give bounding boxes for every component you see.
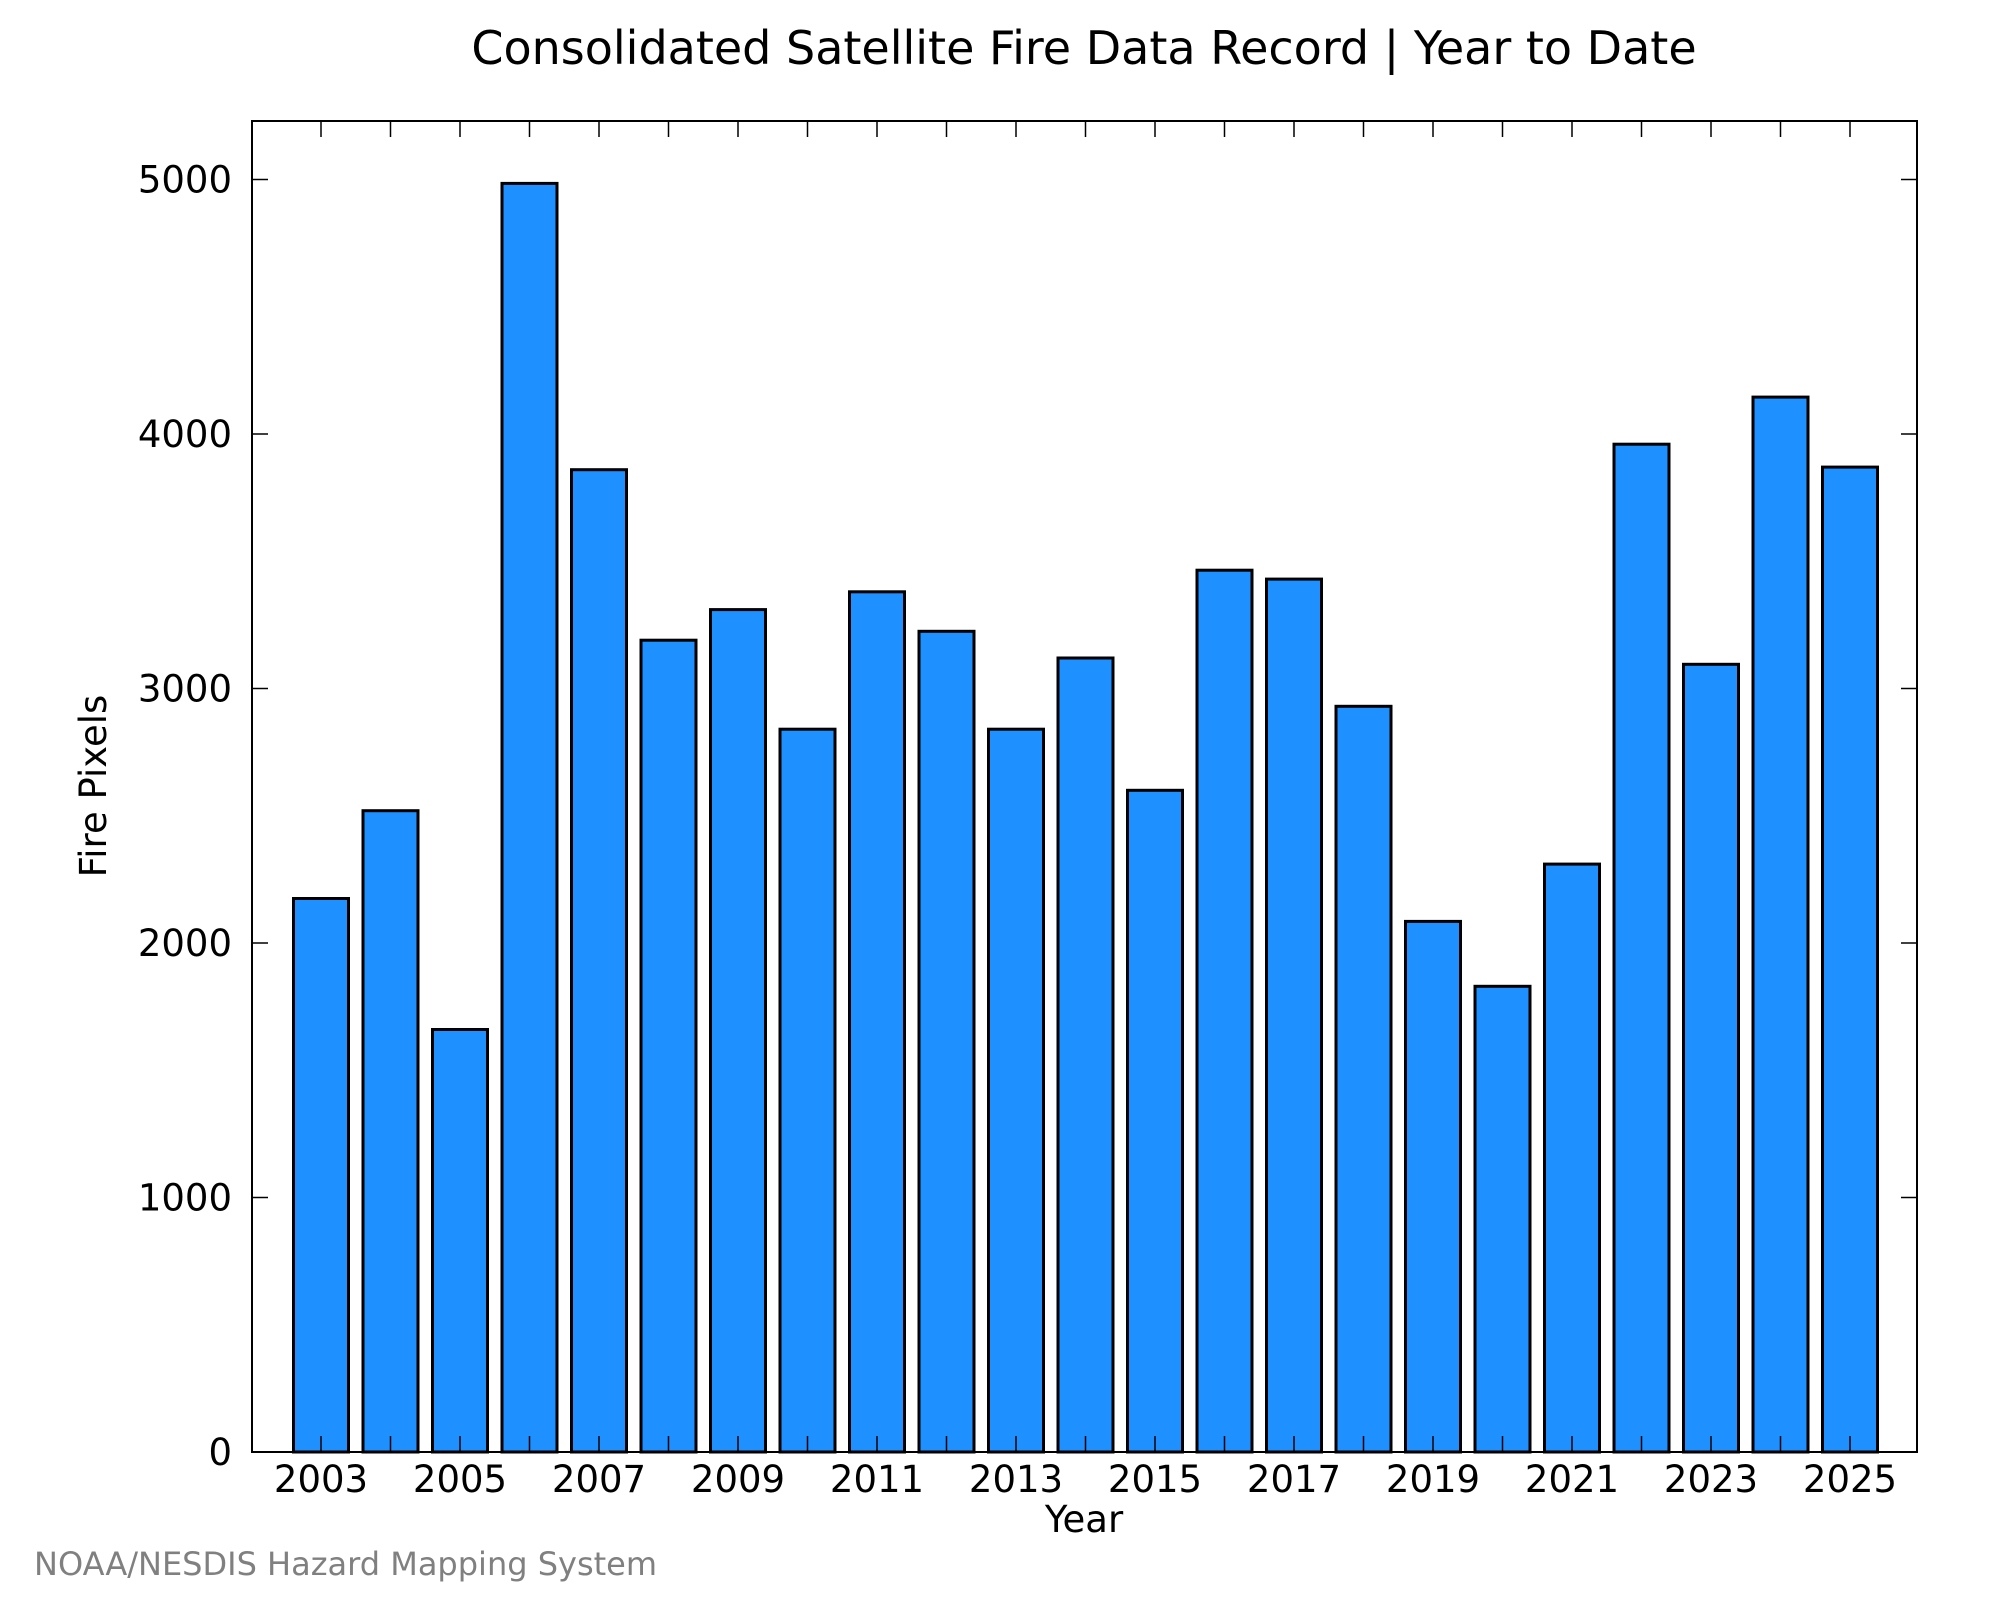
bar-2013 <box>987 727 1045 1454</box>
x-tick-label: 2025 <box>1803 1458 1897 1501</box>
bar-2011 <box>848 590 906 1454</box>
bar-2016 <box>1195 568 1254 1454</box>
x-tick-label: 2021 <box>1525 1458 1619 1501</box>
bar-2010 <box>778 727 837 1454</box>
y-tick-label: 5000 <box>138 159 232 202</box>
bar-2008 <box>639 638 698 1454</box>
y-tick-label: 0 <box>208 1431 232 1474</box>
bar-2022 <box>1612 442 1671 1454</box>
x-tick-label: 2013 <box>969 1458 1063 1501</box>
x-tick-label: 2011 <box>830 1458 924 1501</box>
x-tick-label: 2009 <box>691 1458 785 1501</box>
bar-2003 <box>292 897 350 1454</box>
x-tick-label: 2007 <box>552 1458 646 1501</box>
y-tick-label: 3000 <box>138 668 232 711</box>
bar-2014 <box>1056 656 1115 1454</box>
bar-2017 <box>1265 577 1323 1454</box>
chart-title: Consolidated Satellite Fire Data Record … <box>471 21 1696 76</box>
x-tick-label: 2015 <box>1108 1458 1202 1501</box>
bar-2009 <box>709 608 767 1454</box>
y-tick-label: 4000 <box>138 413 232 456</box>
bar-2018 <box>1334 704 1393 1454</box>
ticks-layer: 0 1000 2000 3000 4000 5000 2003 2005 2007 2009 201… <box>138 121 1917 1501</box>
bar-2021 <box>1543 862 1601 1454</box>
y-axis-label: Fire Pixels <box>72 695 115 878</box>
bar-2020 <box>1473 984 1532 1454</box>
y-tick-label: 2000 <box>138 922 232 965</box>
bar-2025 <box>1821 465 1879 1454</box>
bars-layer <box>292 181 1879 1454</box>
bar-2023 <box>1682 662 1740 1454</box>
x-axis-label: Year <box>1044 1498 1124 1541</box>
x-tick-label: 2017 <box>1247 1458 1341 1501</box>
plot-frame <box>251 120 1918 1453</box>
bar-2019 <box>1404 919 1462 1454</box>
x-tick-label: 2019 <box>1386 1458 1480 1501</box>
x-tick-label: 2023 <box>1664 1458 1758 1501</box>
bar-2007 <box>570 468 628 1454</box>
bar-2006 <box>500 181 559 1454</box>
bar-2015 <box>1126 788 1184 1454</box>
bar-2012 <box>917 629 976 1454</box>
x-tick-label: 2003 <box>274 1458 368 1501</box>
bar-2024 <box>1751 395 1810 1454</box>
y-tick-label: 1000 <box>138 1177 232 1220</box>
credit-text: NOAA/NESDIS Hazard Mapping System <box>34 1545 657 1583</box>
x-tick-label: 2005 <box>413 1458 507 1501</box>
bar-2005 <box>431 1028 489 1454</box>
bar-2004 <box>361 809 420 1454</box>
